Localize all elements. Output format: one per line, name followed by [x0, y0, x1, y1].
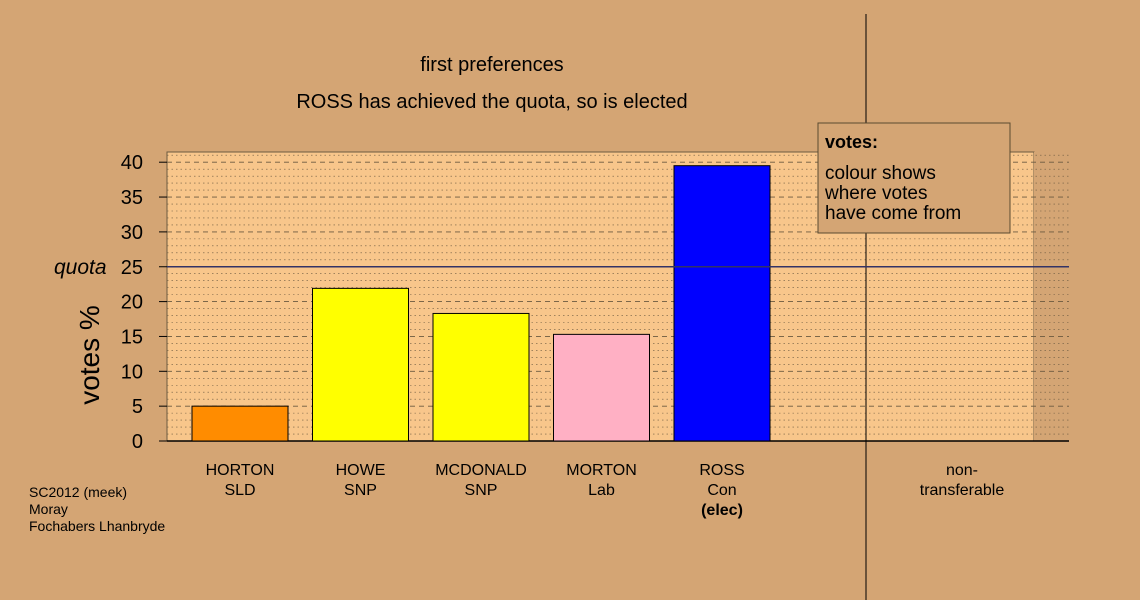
bar-morton — [553, 333, 650, 442]
side-strip — [1034, 152, 1069, 441]
bar-howe — [312, 287, 409, 442]
category-name: ROSS — [699, 462, 744, 479]
legend-line-3: have come from — [825, 203, 961, 224]
category-party: SNP — [344, 482, 377, 499]
y-tick-label: 25 — [121, 257, 143, 279]
y-tick-label: 20 — [121, 292, 143, 314]
legend-line-2: where votes — [824, 183, 927, 204]
legend-box — [817, 122, 1011, 234]
y-tick-label: 0 — [132, 431, 143, 453]
y-ticks: 0 5 10 15 20 25 30 35 40 — [121, 152, 167, 453]
bars — [191, 165, 771, 442]
legend-title: votes: — [825, 132, 878, 152]
bar-horton — [191, 405, 289, 442]
category-party: SLD — [224, 482, 255, 499]
y-tick-label: 15 — [121, 326, 143, 348]
legend: votes: colour shows where votes have com… — [817, 122, 1011, 234]
category-labels: HORTON SLD HOWE SNP MCDONALD SNP MORTON Lab ROSS… — [206, 462, 745, 519]
chart-title: first preferences — [420, 54, 563, 76]
category-party: Lab — [588, 482, 615, 499]
footer-line-2: Moray — [29, 501, 68, 517]
y-tick-label: 30 — [121, 222, 143, 244]
category-name: HORTON — [206, 462, 275, 479]
y-tick-label: 40 — [121, 152, 143, 174]
chart-subtitle: ROSS has achieved the quota, so is elect… — [296, 91, 687, 113]
footer-line-3: Fochabers Lhanbryde — [29, 518, 165, 534]
bar-mcdonald — [432, 312, 530, 442]
y-tick-label: 35 — [121, 187, 143, 209]
non-transferable-label-2: transferable — [920, 482, 1005, 499]
category-note: (elec) — [701, 502, 743, 519]
non-transferable-label-1: non- — [946, 462, 978, 479]
y-axis-label: votes % — [74, 305, 105, 405]
category-name: HOWE — [336, 462, 386, 479]
bar-ross — [673, 165, 771, 442]
legend-line-1: colour shows — [825, 163, 936, 184]
category-party: Con — [707, 482, 736, 499]
quota-label: quota — [54, 256, 107, 279]
category-party: SNP — [465, 482, 498, 499]
category-name: MORTON — [566, 462, 637, 479]
y-tick-label: 5 — [132, 396, 143, 418]
footer-line-1: SC2012 (meek) — [29, 484, 127, 500]
category-name: MCDONALD — [435, 462, 527, 479]
y-tick-label: 10 — [121, 361, 143, 383]
